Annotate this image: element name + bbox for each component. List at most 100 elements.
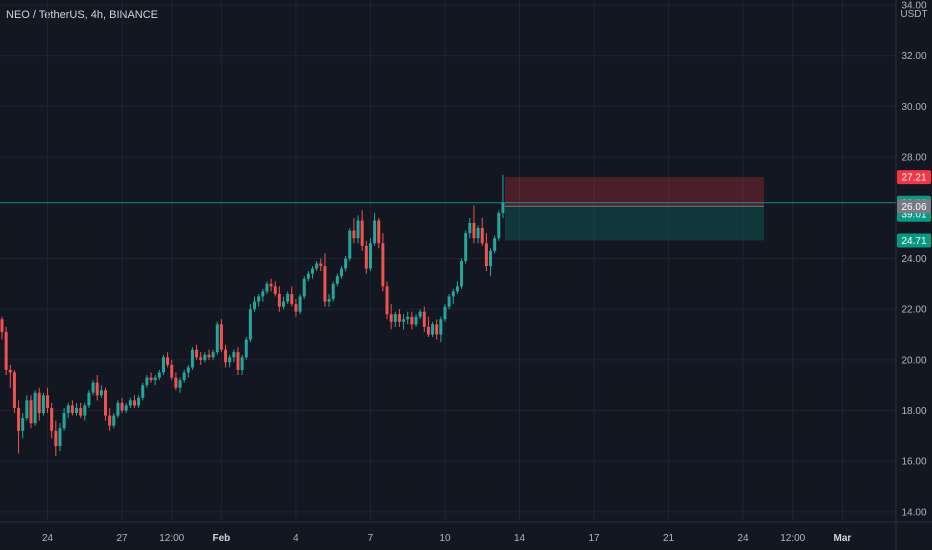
candle-body bbox=[282, 301, 286, 307]
time-tick-label: Feb bbox=[213, 533, 231, 544]
candle-body bbox=[157, 372, 161, 378]
candle-body bbox=[451, 291, 455, 297]
price-label-text: 26.06 bbox=[901, 202, 926, 213]
candle-body bbox=[141, 385, 145, 398]
candle-body bbox=[261, 291, 265, 297]
time-tick-label: 21 bbox=[663, 533, 675, 544]
price-tick-label: 32.00 bbox=[901, 51, 926, 62]
candle-body bbox=[311, 268, 314, 274]
candle-body bbox=[265, 283, 269, 292]
candle-body bbox=[178, 380, 182, 388]
candle-body bbox=[219, 324, 223, 350]
price-tick-label: 16.00 bbox=[901, 457, 926, 468]
time-tick-label: 7 bbox=[368, 533, 374, 544]
candle-body bbox=[385, 286, 389, 315]
candle-body bbox=[248, 309, 252, 340]
price-tick-label: 30.00 bbox=[901, 102, 926, 113]
candle-body bbox=[286, 293, 290, 302]
candle-body bbox=[99, 390, 103, 396]
candle-body bbox=[493, 238, 497, 251]
candle-body bbox=[161, 357, 165, 373]
candle-body bbox=[277, 293, 281, 307]
candle-body bbox=[33, 392, 37, 424]
candle-body bbox=[327, 299, 331, 302]
position-tool bbox=[504, 177, 764, 241]
time-tick-label: 4 bbox=[293, 533, 299, 544]
time-axis: 24 27 12:00 Feb 4 7 10 14 17 21 24 12:00 Mar bbox=[42, 533, 851, 544]
candle-body bbox=[104, 390, 107, 416]
price-label-text: 27.21 bbox=[901, 173, 926, 184]
candle-body bbox=[484, 243, 488, 267]
chart-symbol-title: NEO / TetherUS, 4h, BINANCE bbox=[6, 9, 159, 21]
candle-body bbox=[211, 352, 215, 358]
candle-body bbox=[195, 349, 199, 358]
candle-body bbox=[348, 230, 352, 259]
candle-body bbox=[29, 400, 33, 424]
candle-body bbox=[166, 357, 170, 365]
candle-body bbox=[443, 306, 447, 320]
candle-body bbox=[435, 324, 439, 335]
candle-body bbox=[182, 372, 186, 381]
candle-body bbox=[410, 316, 414, 325]
candle-body bbox=[112, 415, 116, 426]
candle-body bbox=[397, 314, 401, 322]
candle-body bbox=[431, 324, 435, 335]
candle-body bbox=[269, 283, 273, 287]
candle-body bbox=[215, 324, 219, 353]
candle-body bbox=[17, 407, 21, 431]
candle-body bbox=[323, 266, 327, 302]
candle-body bbox=[364, 245, 368, 269]
time-tick-label: 12:00 bbox=[780, 533, 805, 544]
candle-body bbox=[468, 222, 472, 234]
price-countdown-text: 39:01 bbox=[901, 210, 926, 221]
candle-body bbox=[344, 258, 348, 269]
candle-body bbox=[79, 407, 83, 416]
candle-body bbox=[426, 326, 430, 335]
candle-body bbox=[116, 402, 120, 416]
candle-body bbox=[54, 430, 58, 446]
candle-body bbox=[46, 395, 50, 408]
candle-body bbox=[0, 319, 4, 332]
candle-body bbox=[4, 331, 8, 370]
candle-body bbox=[174, 377, 178, 388]
candle-body bbox=[294, 304, 298, 312]
candle-body bbox=[37, 392, 41, 414]
candle-body bbox=[476, 228, 480, 239]
candle-body bbox=[137, 397, 141, 406]
candle-body bbox=[120, 402, 124, 411]
candle-body bbox=[356, 220, 360, 239]
candle-body bbox=[290, 293, 294, 305]
candle-body bbox=[422, 311, 426, 327]
price-tick-label: 24.00 bbox=[901, 254, 926, 265]
candle-body bbox=[306, 273, 310, 279]
candle-body bbox=[41, 395, 45, 414]
stop-loss-zone[interactable] bbox=[504, 177, 764, 207]
candle-body bbox=[236, 352, 240, 370]
candle-body bbox=[50, 407, 54, 431]
take-profit-zone[interactable] bbox=[504, 206, 764, 241]
candle-body bbox=[91, 382, 95, 393]
time-tick-label: 10 bbox=[439, 533, 451, 544]
time-tick-label: 24 bbox=[42, 533, 54, 544]
time-tick-label: 27 bbox=[116, 533, 128, 544]
candle-body bbox=[319, 263, 323, 267]
candle-body bbox=[186, 367, 190, 373]
time-tick-label: 24 bbox=[737, 533, 749, 544]
chart-grid bbox=[0, 0, 896, 522]
candle-body bbox=[244, 339, 248, 358]
candle-body bbox=[464, 233, 468, 261]
candle-body bbox=[368, 243, 372, 269]
candle-body bbox=[95, 382, 99, 396]
price-tick-label: 34.00 bbox=[901, 1, 926, 12]
candle-body bbox=[108, 415, 112, 426]
candle-body bbox=[389, 314, 393, 322]
candle-body bbox=[228, 357, 232, 363]
candle-body bbox=[302, 278, 306, 297]
price-tick-label: 28.00 bbox=[901, 153, 926, 164]
candle-body bbox=[460, 261, 464, 287]
candle-body bbox=[480, 228, 484, 244]
candle-body bbox=[455, 286, 459, 292]
